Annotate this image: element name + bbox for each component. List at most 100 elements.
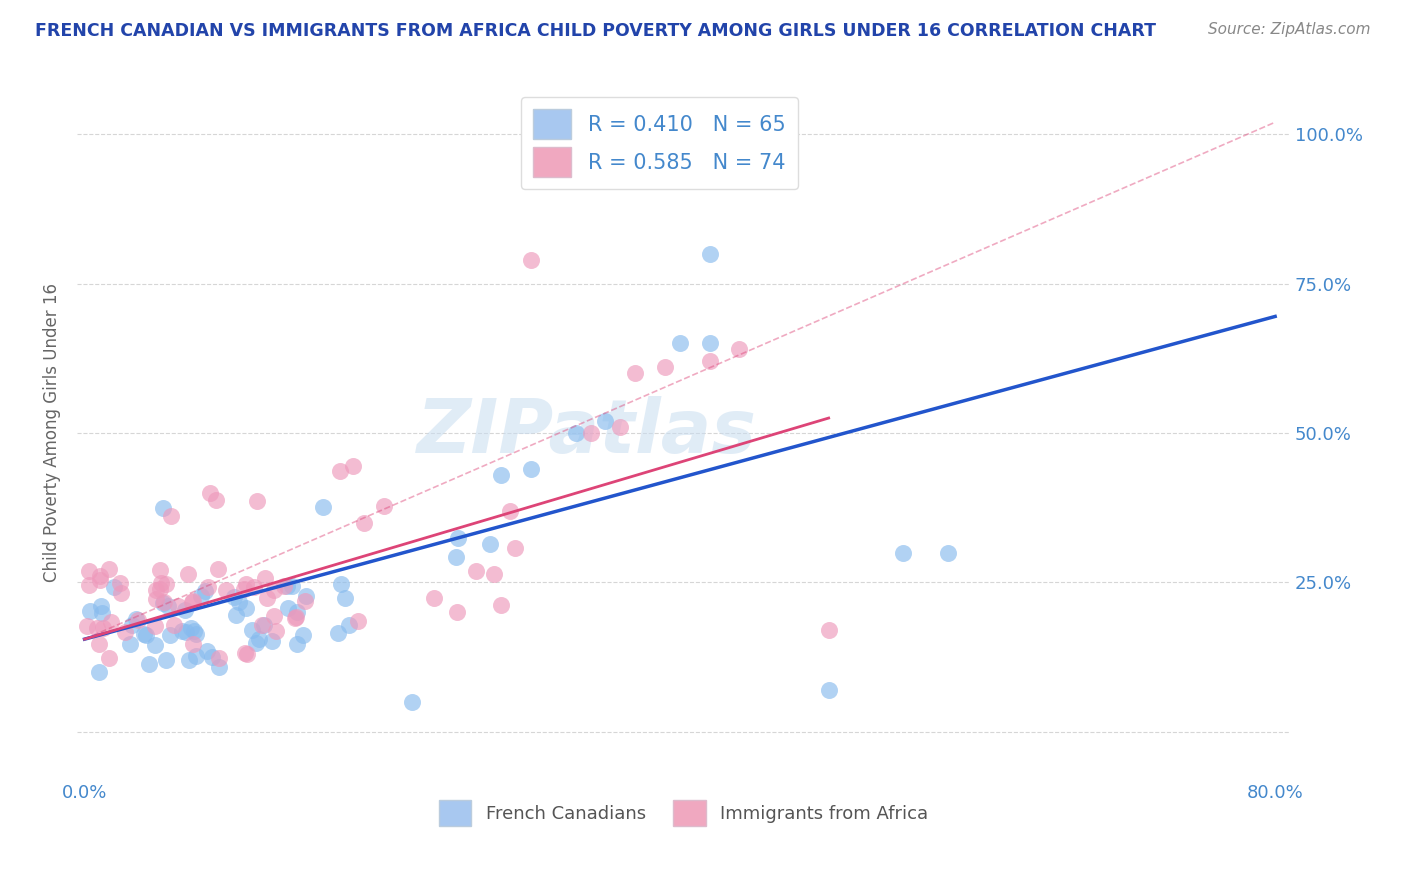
Immigrants from Africa: [110, 586, 132, 600]
Immigrants from Africa: [252, 618, 274, 632]
Immigrants from Africa: [273, 579, 295, 593]
French Canadians: [446, 549, 468, 564]
French Canadians: [564, 425, 586, 440]
Immigrants from Africa: [353, 516, 375, 531]
Immigrants from Africa: [489, 599, 512, 613]
French Canadians: [180, 622, 202, 636]
French Canadians: [143, 638, 166, 652]
Immigrants from Africa: [153, 595, 176, 609]
Immigrants from Africa: [167, 599, 190, 614]
Immigrants from Africa: [482, 567, 505, 582]
French Canadians: [207, 660, 229, 674]
Immigrants from Africa: [89, 574, 111, 588]
French Canadians: [174, 624, 197, 639]
Immigrants from Africa: [284, 611, 307, 625]
French Canadians: [447, 531, 470, 545]
French Canadians: [312, 500, 335, 514]
French Canadians: [195, 644, 218, 658]
Immigrants from Africa: [160, 508, 183, 523]
Immigrants from Africa: [76, 618, 98, 632]
French Canadians: [285, 637, 308, 651]
Immigrants from Africa: [423, 591, 446, 606]
French Canadians: [520, 462, 543, 476]
Immigrants from Africa: [236, 647, 259, 661]
Immigrants from Africa: [609, 420, 631, 434]
Immigrants from Africa: [181, 594, 204, 608]
Immigrants from Africa: [143, 619, 166, 633]
French Canadians: [253, 618, 276, 632]
French Canadians: [245, 636, 267, 650]
Immigrants from Africa: [728, 343, 751, 357]
French Canadians: [183, 624, 205, 638]
Immigrants from Africa: [246, 494, 269, 508]
Immigrants from Africa: [183, 637, 205, 651]
French Canadians: [155, 653, 177, 667]
Immigrants from Africa: [243, 580, 266, 594]
French Canadians: [184, 627, 207, 641]
Immigrants from Africa: [87, 637, 110, 651]
Immigrants from Africa: [465, 565, 488, 579]
French Canadians: [135, 628, 157, 642]
French Canadians: [401, 695, 423, 709]
French Canadians: [125, 612, 148, 626]
Immigrants from Africa: [180, 594, 202, 608]
Text: Source: ZipAtlas.com: Source: ZipAtlas.com: [1208, 22, 1371, 37]
Immigrants from Africa: [155, 577, 177, 591]
French Canadians: [190, 589, 212, 603]
Immigrants from Africa: [520, 252, 543, 267]
Immigrants from Africa: [446, 605, 468, 619]
French Canadians: [235, 600, 257, 615]
French Canadians: [479, 537, 502, 551]
French Canadians: [277, 601, 299, 615]
Immigrants from Africa: [346, 614, 368, 628]
Immigrants from Africa: [197, 581, 219, 595]
Immigrants from Africa: [108, 576, 131, 591]
French Canadians: [222, 590, 245, 604]
Immigrants from Africa: [579, 425, 602, 440]
Immigrants from Africa: [264, 624, 287, 639]
French Canadians: [156, 599, 179, 613]
Text: FRENCH CANADIAN VS IMMIGRANTS FROM AFRICA CHILD POVERTY AMONG GIRLS UNDER 16 COR: FRENCH CANADIAN VS IMMIGRANTS FROM AFRIC…: [35, 22, 1156, 40]
French Canadians: [291, 628, 314, 642]
French Canadians: [699, 246, 721, 260]
Immigrants from Africa: [98, 561, 121, 575]
French Canadians: [225, 608, 247, 623]
French Canadians: [333, 591, 356, 605]
Immigrants from Africa: [499, 504, 522, 518]
Immigrants from Africa: [817, 624, 839, 638]
French Canadians: [90, 606, 112, 620]
Immigrants from Africa: [624, 366, 647, 380]
Immigrants from Africa: [150, 575, 173, 590]
Immigrants from Africa: [235, 577, 257, 591]
French Canadians: [186, 648, 208, 663]
French Canadians: [194, 583, 217, 598]
Immigrants from Africa: [205, 493, 228, 508]
Immigrants from Africa: [145, 591, 167, 606]
Immigrants from Africa: [91, 621, 114, 635]
Immigrants from Africa: [77, 577, 100, 591]
French Canadians: [159, 628, 181, 642]
French Canadians: [134, 627, 156, 641]
French Canadians: [281, 579, 304, 593]
Immigrants from Africa: [699, 354, 721, 368]
Immigrants from Africa: [127, 613, 149, 627]
Y-axis label: Child Poverty Among Girls Under 16: Child Poverty Among Girls Under 16: [44, 284, 60, 582]
French Canadians: [152, 596, 174, 610]
French Canadians: [669, 336, 692, 351]
Immigrants from Africa: [198, 485, 221, 500]
Immigrants from Africa: [207, 562, 229, 576]
French Canadians: [595, 414, 617, 428]
French Canadians: [276, 578, 298, 592]
Immigrants from Africa: [256, 591, 278, 605]
French Canadians: [326, 626, 349, 640]
French Canadians: [337, 617, 360, 632]
French Canadians: [891, 545, 914, 559]
French Canadians: [177, 653, 200, 667]
Immigrants from Africa: [100, 615, 122, 629]
French Canadians: [240, 623, 263, 637]
French Canadians: [152, 501, 174, 516]
Immigrants from Africa: [114, 625, 136, 640]
French Canadians: [103, 580, 125, 594]
Immigrants from Africa: [503, 541, 526, 556]
Immigrants from Africa: [149, 563, 172, 577]
